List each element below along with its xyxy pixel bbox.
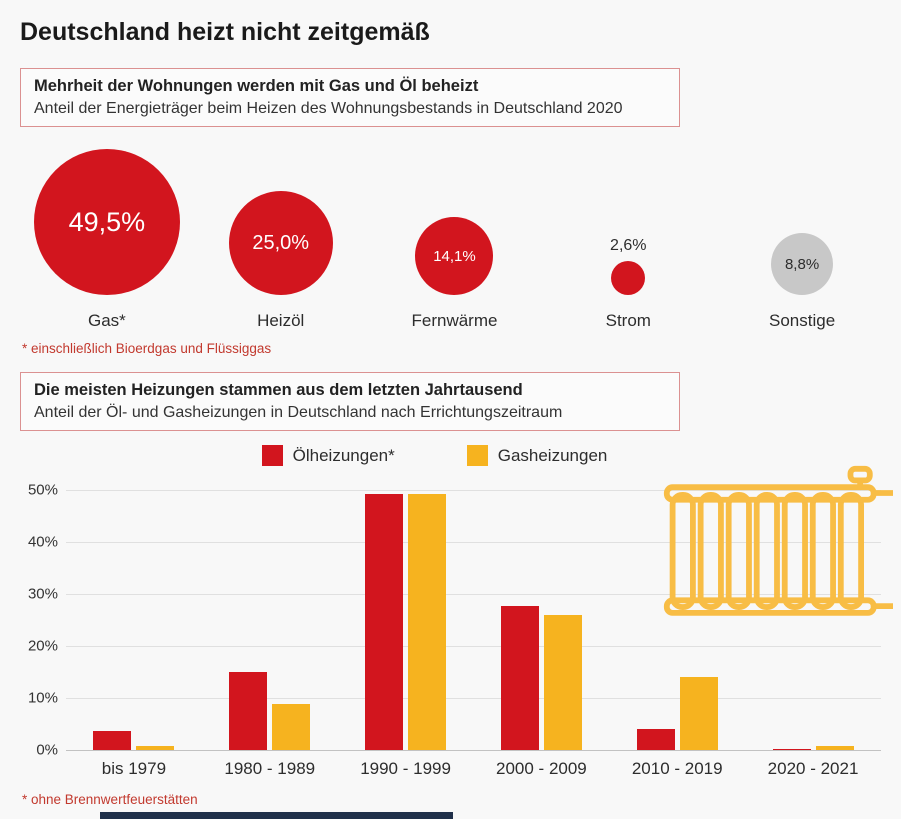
bar-group <box>609 677 745 750</box>
x-category-label: 2000 - 2009 <box>496 759 587 778</box>
gridline <box>66 593 881 595</box>
bar-oelheizungen <box>636 729 675 750</box>
bubble-label: Strom <box>605 311 651 330</box>
bubble-area: 2,6% <box>610 137 647 295</box>
x-category-label: 1980 - 1989 <box>224 759 316 778</box>
x-category-label: bis 1979 <box>101 759 167 778</box>
bar-oelheizungen <box>93 731 132 750</box>
bar-gasheizungen <box>136 746 175 750</box>
bubble-circle: 49,5% <box>33 149 180 295</box>
section-age-heading: Die meisten Heizungen stammen aus dem le… <box>34 381 523 399</box>
y-axis-tick: 20% <box>27 637 58 655</box>
bar-chart-legend: Ölheizungen* Gasheizungen <box>20 445 849 466</box>
bubble-value: 8,8% <box>784 255 820 273</box>
bar-chart: 0% 10% 20% 30% 40% 50% <box>28 465 893 759</box>
gridline <box>66 541 881 543</box>
bar-groups <box>66 490 881 750</box>
legend-swatch <box>466 445 488 466</box>
y-axis-tick: 30% <box>27 585 58 603</box>
bar-group <box>473 605 609 750</box>
legend-item: Ölheizungen* <box>261 445 395 466</box>
bar-oelheizungen <box>772 748 811 750</box>
bubble-item: 2,6% Strom <box>541 137 715 331</box>
y-axis-tick: 10% <box>27 689 58 707</box>
bubble-value: 25,0% <box>252 231 310 254</box>
bar-gasheizungen <box>815 745 854 750</box>
bar-group <box>745 745 881 750</box>
bubble-area: 25,0% <box>228 137 333 295</box>
legend-swatch <box>261 445 283 466</box>
bubble-area: 49,5% <box>33 137 180 295</box>
bar-group <box>66 731 202 750</box>
bubble-item: 14,1% Fernwärme <box>368 137 542 331</box>
bar-group <box>338 493 474 750</box>
bubble-item: 8,8% Sonstige <box>715 137 889 331</box>
bubble-circle: 14,1% <box>415 217 494 295</box>
y-axis-tick: 40% <box>27 533 58 551</box>
legend-item: Gasheizungen <box>466 445 608 466</box>
page-title: Deutschland heizt nicht zeitgemäß <box>20 18 430 46</box>
bar-gasheizungen <box>679 677 718 750</box>
bubble-item: 49,5% Gas* <box>20 137 194 331</box>
bar-gasheizungen <box>272 704 311 750</box>
bar-oelheizungen <box>229 672 268 750</box>
gridline <box>66 489 881 491</box>
footer-bar <box>100 812 453 819</box>
gridline <box>66 645 881 647</box>
bubble-item: 25,0% Heizöl <box>194 137 368 331</box>
bar-gasheizungen <box>543 614 582 750</box>
y-axis-tick: 50% <box>27 481 58 499</box>
bubble-circle: 25,0% <box>228 191 333 295</box>
bubble-value: 14,1% <box>433 247 476 265</box>
section-age-subheading: Anteil der Öl- und Gasheizungen in Deuts… <box>34 404 563 421</box>
section-energy-heading: Mehrheit der Wohnungen werden mit Gas un… <box>34 77 479 95</box>
gridline <box>66 697 881 699</box>
x-category-label: 2010 - 2019 <box>631 759 723 778</box>
bubble-circle <box>611 261 646 295</box>
bubble-value: 49,5% <box>68 206 146 237</box>
footnote-energy: * einschließlich Bioerdgas und Flüssigga… <box>22 341 272 356</box>
section-age-header-box: Die meisten Heizungen stammen aus dem le… <box>20 372 680 431</box>
bar-oelheizungen <box>500 605 539 750</box>
bar-oelheizungen <box>365 493 404 750</box>
y-axis-tick: 0% <box>36 741 58 759</box>
section-energy-subheading: Anteil der Energieträger beim Heizen des… <box>34 100 623 117</box>
footnote-age: * ohne Brennwertfeuerstätten <box>22 792 198 807</box>
x-axis-labels: bis 1979 1980 - 1989 1990 - 1999 2000 - 200… <box>66 759 881 779</box>
bar-gasheizungen <box>408 494 447 750</box>
gridline <box>66 749 881 751</box>
bubble-circle: 8,8% <box>771 233 834 295</box>
legend-label: Gasheizungen <box>497 445 608 465</box>
section-energy-header-box: Mehrheit der Wohnungen werden mit Gas un… <box>20 68 680 127</box>
legend-label: Ölheizungen* <box>292 445 395 465</box>
bubble-chart: 49,5% Gas* 25,0% Heizöl 14,1% Fernwärme 2,6% St… <box>20 137 889 331</box>
bubble-area: 14,1% <box>415 137 494 295</box>
bubble-area: 8,8% <box>771 137 834 295</box>
bubble-label: Fernwärme <box>411 311 498 330</box>
bubble-label: Heizöl <box>257 311 305 330</box>
bar-group <box>202 672 338 750</box>
bubble-label: Sonstige <box>769 311 836 330</box>
bubble-label: Gas* <box>88 311 126 330</box>
x-category-label: 1990 - 1999 <box>360 759 451 778</box>
bubble-value: 2,6% <box>610 237 647 254</box>
x-category-label: 2020 - 2021 <box>767 759 859 778</box>
